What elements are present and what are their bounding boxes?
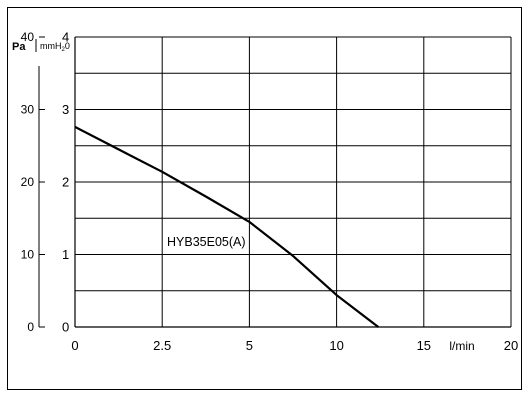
pa-unit-label: Pa <box>12 41 26 53</box>
x-tick-label: 2.5 <box>153 338 171 353</box>
mmh2o-unit-label: mmH20 <box>40 41 70 53</box>
mmh2o-tick-label: 1 <box>62 247 69 262</box>
x-tick-label: 5 <box>246 338 253 353</box>
pa-tick-label: 30 <box>21 103 35 117</box>
mmh2o-tick-label: 4 <box>62 30 69 45</box>
pa-tick-label: 10 <box>21 248 35 262</box>
x-tick-label: 10 <box>329 338 343 353</box>
x-tick-label: 20 <box>504 338 518 353</box>
mmh2o-unit-subscript: 2 <box>62 47 66 53</box>
mmh2o-unit-suffix: 0 <box>65 41 70 51</box>
mmh2o-tick-label: 2 <box>62 175 69 190</box>
mmh2o-tick-label: 0 <box>62 320 69 335</box>
pa-tick-label: 0 <box>27 320 34 334</box>
pa-tick-label: 40 <box>21 30 35 44</box>
mmh2o-unit-prefix: mmH <box>40 41 62 51</box>
pa-tick-label: 20 <box>21 175 35 189</box>
series-line-hyb35e05a <box>74 125 379 328</box>
x-unit-label: l/min <box>449 339 474 353</box>
x-tick-label: 15 <box>417 338 431 353</box>
mmh2o-tick-label: 3 <box>62 102 69 117</box>
x-tick-label: 0 <box>71 338 78 353</box>
chart-frame <box>7 7 522 390</box>
series-label: HYB35E05(A) <box>167 235 246 249</box>
